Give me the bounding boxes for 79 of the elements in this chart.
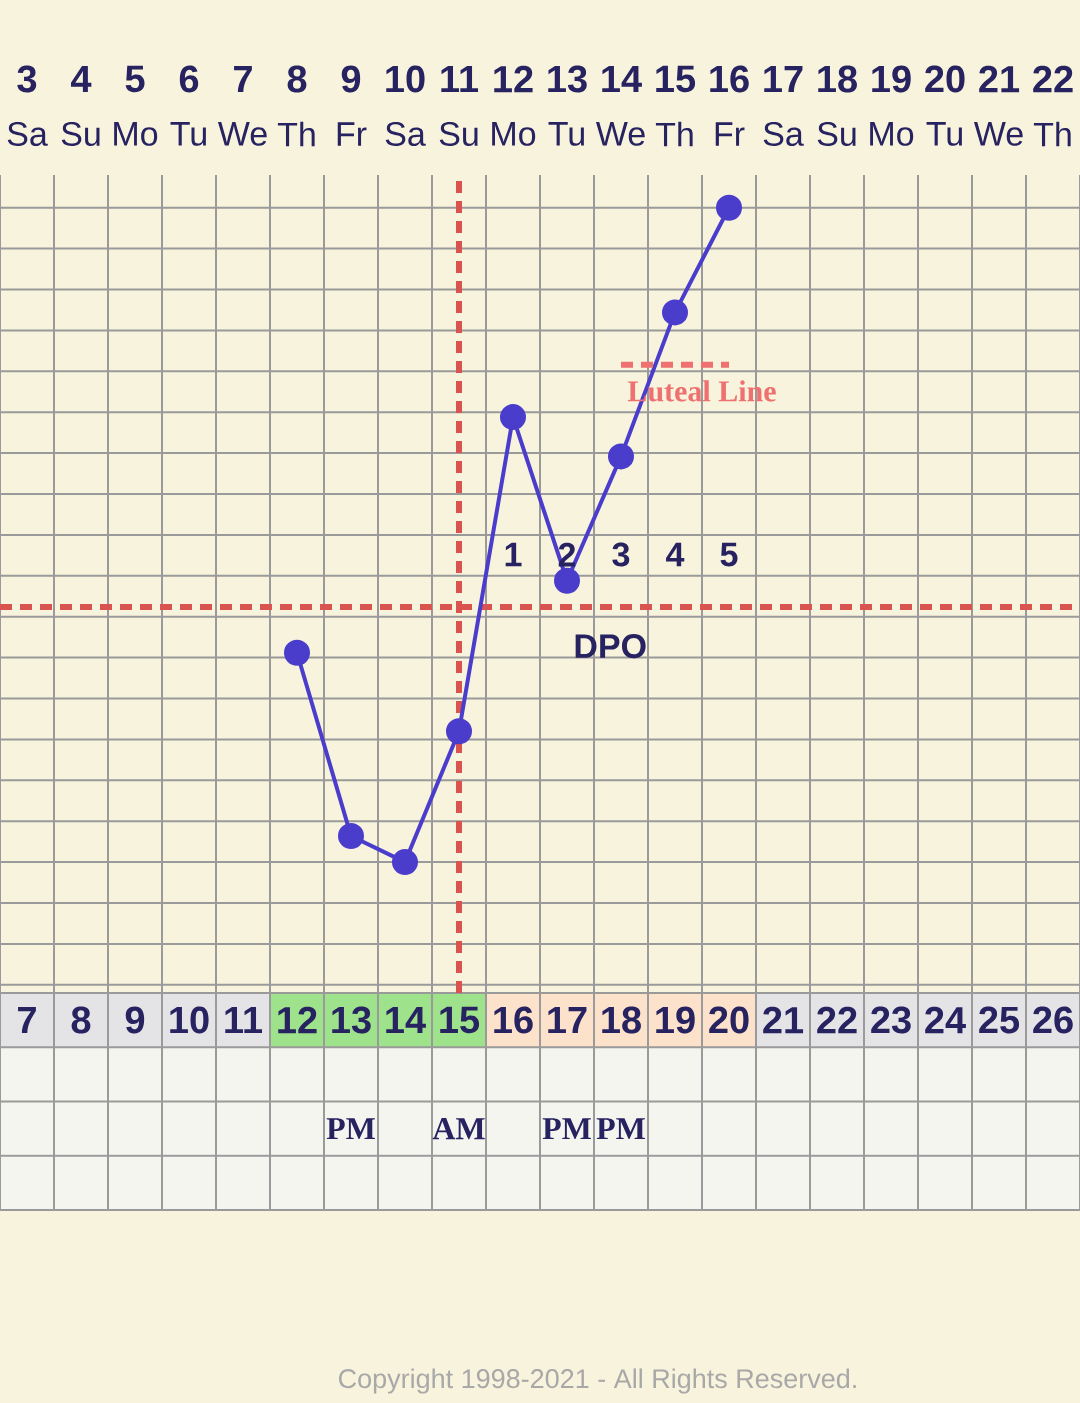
point (284, 639, 310, 666)
x-tick-label: 8 (71, 1006, 91, 1034)
x2-tick-label: 22 (1033, 65, 1073, 93)
x2-tick-label: 5 (125, 65, 145, 93)
x-tick-label: 21 (763, 1006, 804, 1034)
text: Su (817, 121, 856, 147)
point (608, 443, 634, 470)
x2-tick-label: 15 (656, 65, 696, 93)
point (338, 822, 364, 849)
x-tick-label: 26 (1033, 1006, 1073, 1034)
x-tick-label: 24 (925, 1006, 966, 1034)
x-tick-label: 12 (278, 1006, 317, 1034)
point (554, 567, 580, 594)
point (716, 194, 742, 221)
annotation: 3 (612, 542, 630, 567)
text: Tu (170, 122, 206, 146)
text: Su (439, 121, 478, 147)
x-tick-label: 15 (440, 1006, 480, 1034)
x-tick-label: 22 (817, 1006, 857, 1034)
text: PM (542, 1118, 591, 1140)
text: We (973, 122, 1023, 146)
x2-tick-label: 8 (287, 65, 307, 93)
x2-tick-label: 4 (71, 65, 92, 93)
text: Fr (337, 122, 367, 146)
x2-tick-label: 20 (925, 65, 965, 93)
x-tick-label: 16 (494, 1006, 533, 1034)
text: Copyright 1998-2021 - All Rights Reserved. (339, 1368, 856, 1394)
text: We (217, 122, 267, 146)
text: Sa (763, 121, 804, 147)
x2-tick-label: 14 (602, 65, 642, 93)
text: Tu (548, 122, 584, 146)
x2-tick-label: 18 (818, 65, 857, 93)
x2-tick-label: 21 (979, 65, 1020, 93)
x2-tick-label: 10 (386, 65, 425, 93)
text: Fr (715, 122, 745, 146)
text: Th (1033, 121, 1071, 147)
x2-tick-label: 7 (234, 65, 252, 93)
annotation: DPO (575, 634, 646, 659)
x-tick-label: 25 (979, 1006, 1020, 1034)
text: Mo (114, 122, 158, 146)
text: Sa (385, 121, 426, 147)
annotation: 4 (666, 542, 685, 567)
x-tick-label: 11 (225, 1006, 263, 1034)
x-tick-label: 10 (170, 1006, 209, 1034)
x2-tick-label: 17 (764, 65, 803, 93)
text: Mo (870, 122, 914, 146)
point (392, 849, 418, 876)
x2-tick-label: 16 (710, 65, 749, 93)
text: Sa (7, 121, 48, 147)
text: Th (277, 121, 315, 147)
point (500, 404, 526, 431)
text: We (595, 122, 645, 146)
x-tick-label: 23 (871, 1006, 911, 1034)
annotation: 5 (720, 542, 738, 567)
x-tick-label: 14 (386, 1006, 426, 1034)
x-tick-label: 19 (656, 1006, 695, 1034)
x2-tick-label: 6 (179, 65, 199, 93)
x-tick-label: 18 (602, 1006, 641, 1034)
point (662, 299, 688, 326)
x-tick-label: 20 (709, 1006, 749, 1034)
x2-tick-label: 11 (441, 65, 479, 93)
text: Th (655, 121, 693, 147)
x-tick-label: 9 (125, 1006, 145, 1034)
annotation: 1 (505, 542, 522, 567)
text: Mo (492, 122, 536, 146)
x2-tick-label: 9 (341, 65, 361, 93)
x-tick-label: 7 (18, 1006, 36, 1034)
x-tick-label: 13 (332, 1006, 371, 1034)
text: PM (596, 1118, 645, 1140)
text: Tu (926, 122, 962, 146)
point (446, 718, 472, 745)
text: AM (432, 1118, 485, 1140)
x2-tick-label: 12 (494, 65, 533, 93)
x2-tick-label: 3 (17, 65, 37, 93)
text: Su (61, 121, 100, 147)
x2-tick-label: 19 (872, 65, 911, 93)
text: PM (326, 1118, 375, 1140)
x2-tick-label: 13 (548, 65, 587, 93)
x-tick-label: 17 (548, 1006, 587, 1034)
